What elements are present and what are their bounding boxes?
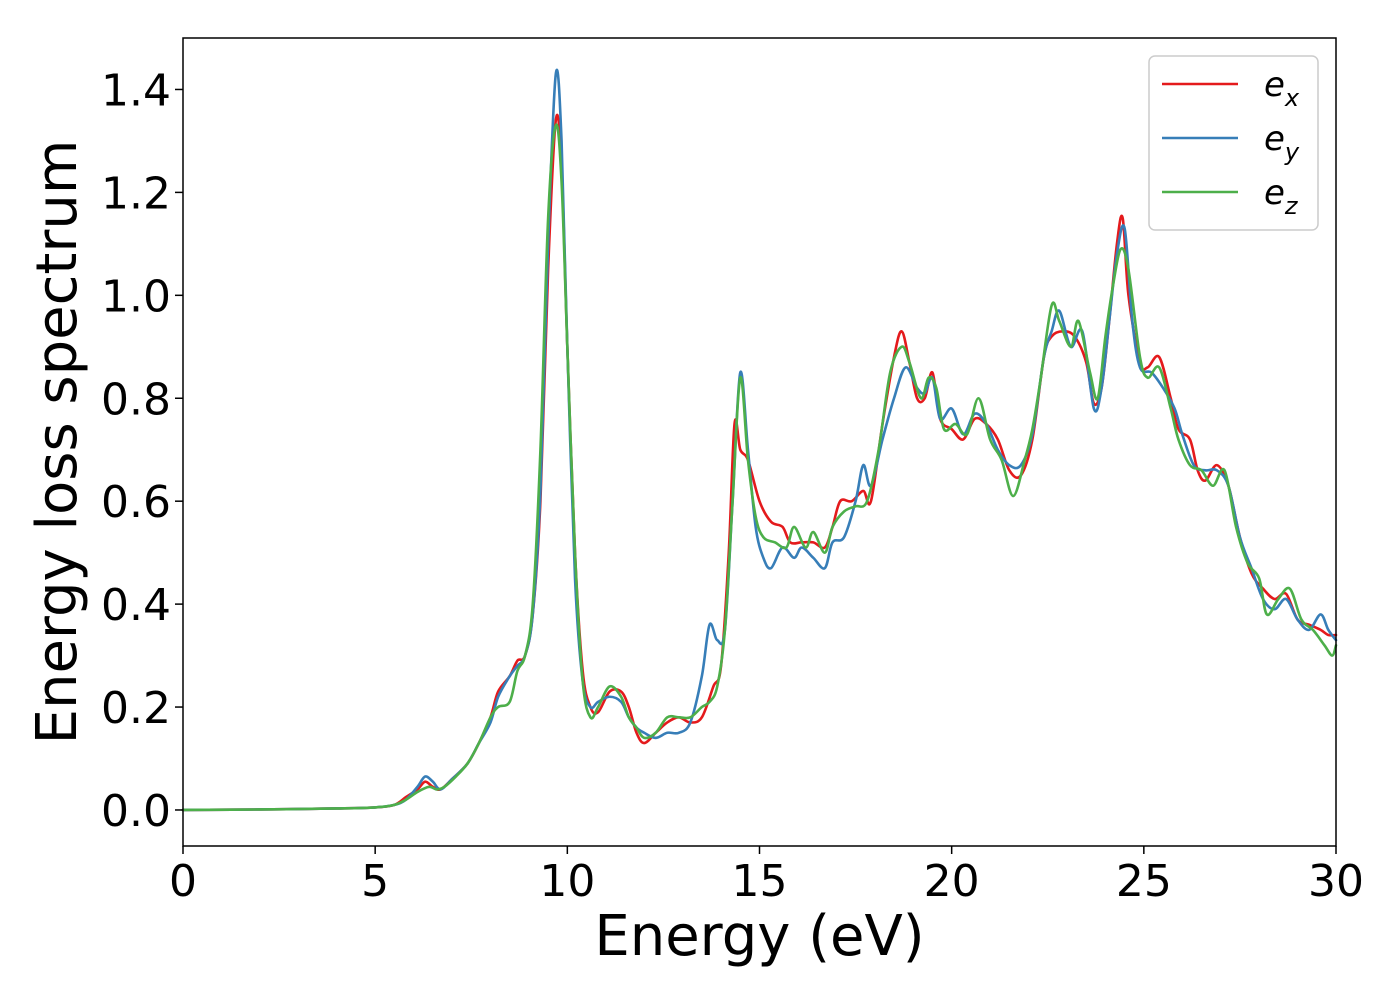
- series-line-e-z: [181, 123, 1338, 812]
- x-tick-label: 0: [169, 856, 197, 907]
- y-axis-label: Energy loss spectrum: [25, 140, 90, 745]
- ticks-layer: 0 5 10 15 20 25 30 0.0 0.2 0.4 0.6 0.8 1.0 1.2 1.4: [101, 65, 1364, 907]
- y-tick-label: 0.0: [101, 786, 171, 837]
- y-tick-label: 0.6: [101, 477, 171, 528]
- y-tick-label: 1.0: [101, 271, 171, 322]
- y-tick-label: 0.2: [101, 683, 171, 734]
- x-tick-label: 10: [539, 856, 595, 907]
- series-layer: [181, 68, 1338, 812]
- x-tick-label: 5: [361, 856, 389, 907]
- x-tick-label: 30: [1308, 856, 1364, 907]
- y-tick-label: 1.2: [101, 168, 171, 219]
- legend-box: [1148, 55, 1319, 231]
- y-tick-label: 1.4: [101, 65, 171, 116]
- y-tick-label: 0.4: [101, 580, 171, 631]
- x-tick-label: 25: [1116, 856, 1172, 907]
- x-tick-label: 15: [732, 856, 788, 907]
- y-tick-label: 0.8: [101, 374, 171, 425]
- x-axis-label: Energy (eV): [594, 904, 924, 969]
- x-tick-label: 20: [924, 856, 980, 907]
